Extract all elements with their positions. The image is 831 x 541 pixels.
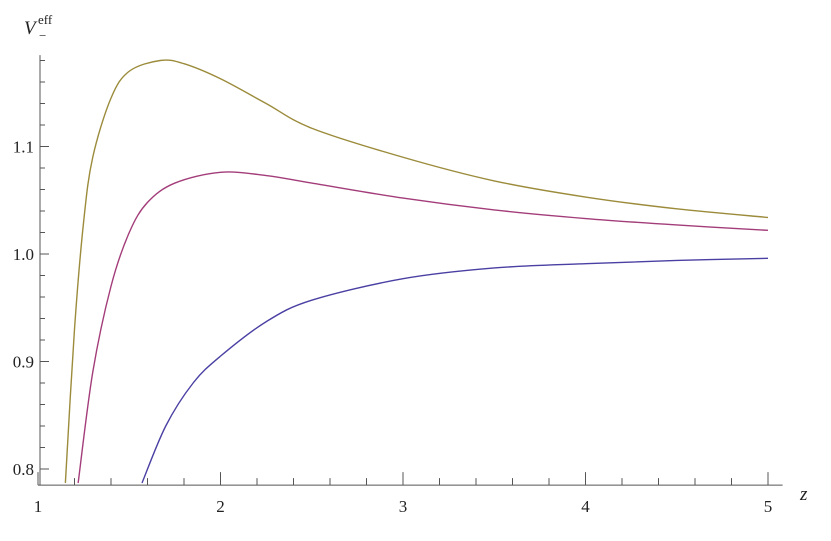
curves — [64, 59, 769, 484]
svg-text:−: − — [39, 28, 46, 43]
series-line-1 — [64, 59, 769, 484]
svg-text:V: V — [24, 18, 38, 39]
x-tick-label: 1 — [34, 497, 43, 516]
x-tick-label: 5 — [764, 497, 773, 516]
y-tick-label: 0.9 — [13, 353, 34, 372]
y-tick-label: 0.8 — [13, 460, 34, 479]
svg-text:eff: eff — [38, 12, 53, 27]
y-axis-label: V − eff — [24, 12, 53, 43]
x-axis-label: z — [799, 484, 808, 505]
x-tick-label: 2 — [216, 497, 225, 516]
x-tick-label: 4 — [581, 497, 590, 516]
series-line-2 — [77, 171, 769, 484]
y-tick-label: 1.0 — [13, 245, 34, 264]
axes: 1 2 3 4 5 0.8 0.9 1.0 1.1 — [13, 55, 783, 516]
y-tick-label: 1.1 — [13, 138, 34, 157]
series-line-3 — [141, 257, 769, 484]
x-tick-label: 3 — [399, 497, 408, 516]
